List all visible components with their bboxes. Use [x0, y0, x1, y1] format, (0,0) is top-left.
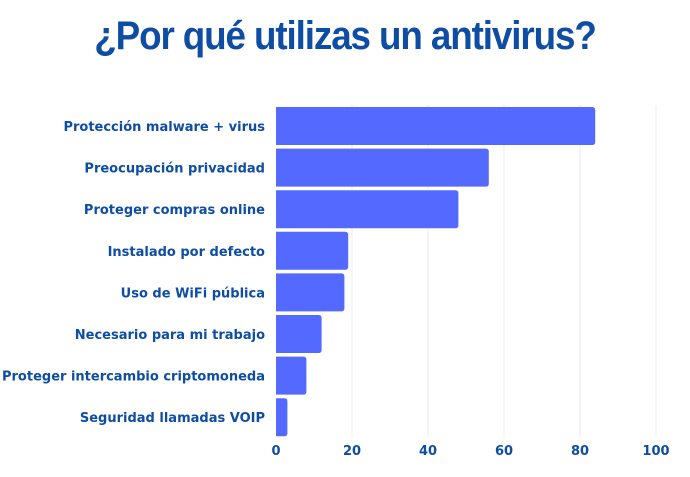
bars: [276, 107, 596, 437]
bar: [276, 273, 345, 312]
bar: [276, 148, 489, 187]
category-label: Proteger compras online: [84, 203, 265, 218]
bar: [276, 107, 596, 145]
category-labels: Protección malware + virus Preocupación p…: [2, 120, 265, 426]
category-label: Instalado por defecto: [108, 245, 265, 260]
x-tick-label: 80: [571, 444, 589, 459]
bar: [276, 190, 459, 229]
bar: [276, 315, 322, 353]
x-tick-label: 100: [642, 444, 669, 459]
x-tick-label: 20: [343, 444, 361, 459]
category-label: Uso de WiFi pública: [121, 286, 265, 301]
bar: [276, 356, 307, 395]
category-label: Necesario para mi trabajo: [75, 328, 265, 343]
x-tick-label: 0: [271, 444, 280, 459]
x-tick-labels: 0 20 40 60 80 100: [271, 444, 669, 459]
x-tick-label: 40: [419, 444, 437, 459]
bar: [276, 398, 288, 437]
x-tick-label: 60: [495, 444, 513, 459]
category-label: Proteger intercambio criptomoneda: [2, 370, 265, 385]
category-label: Protección malware + virus: [63, 120, 265, 135]
category-label: Preocupación privacidad: [84, 162, 265, 177]
bar: [276, 231, 349, 270]
category-label: Seguridad llamadas VOIP: [80, 411, 265, 426]
chart-title: ¿Por qué utilizas un antivirus?: [94, 14, 597, 58]
